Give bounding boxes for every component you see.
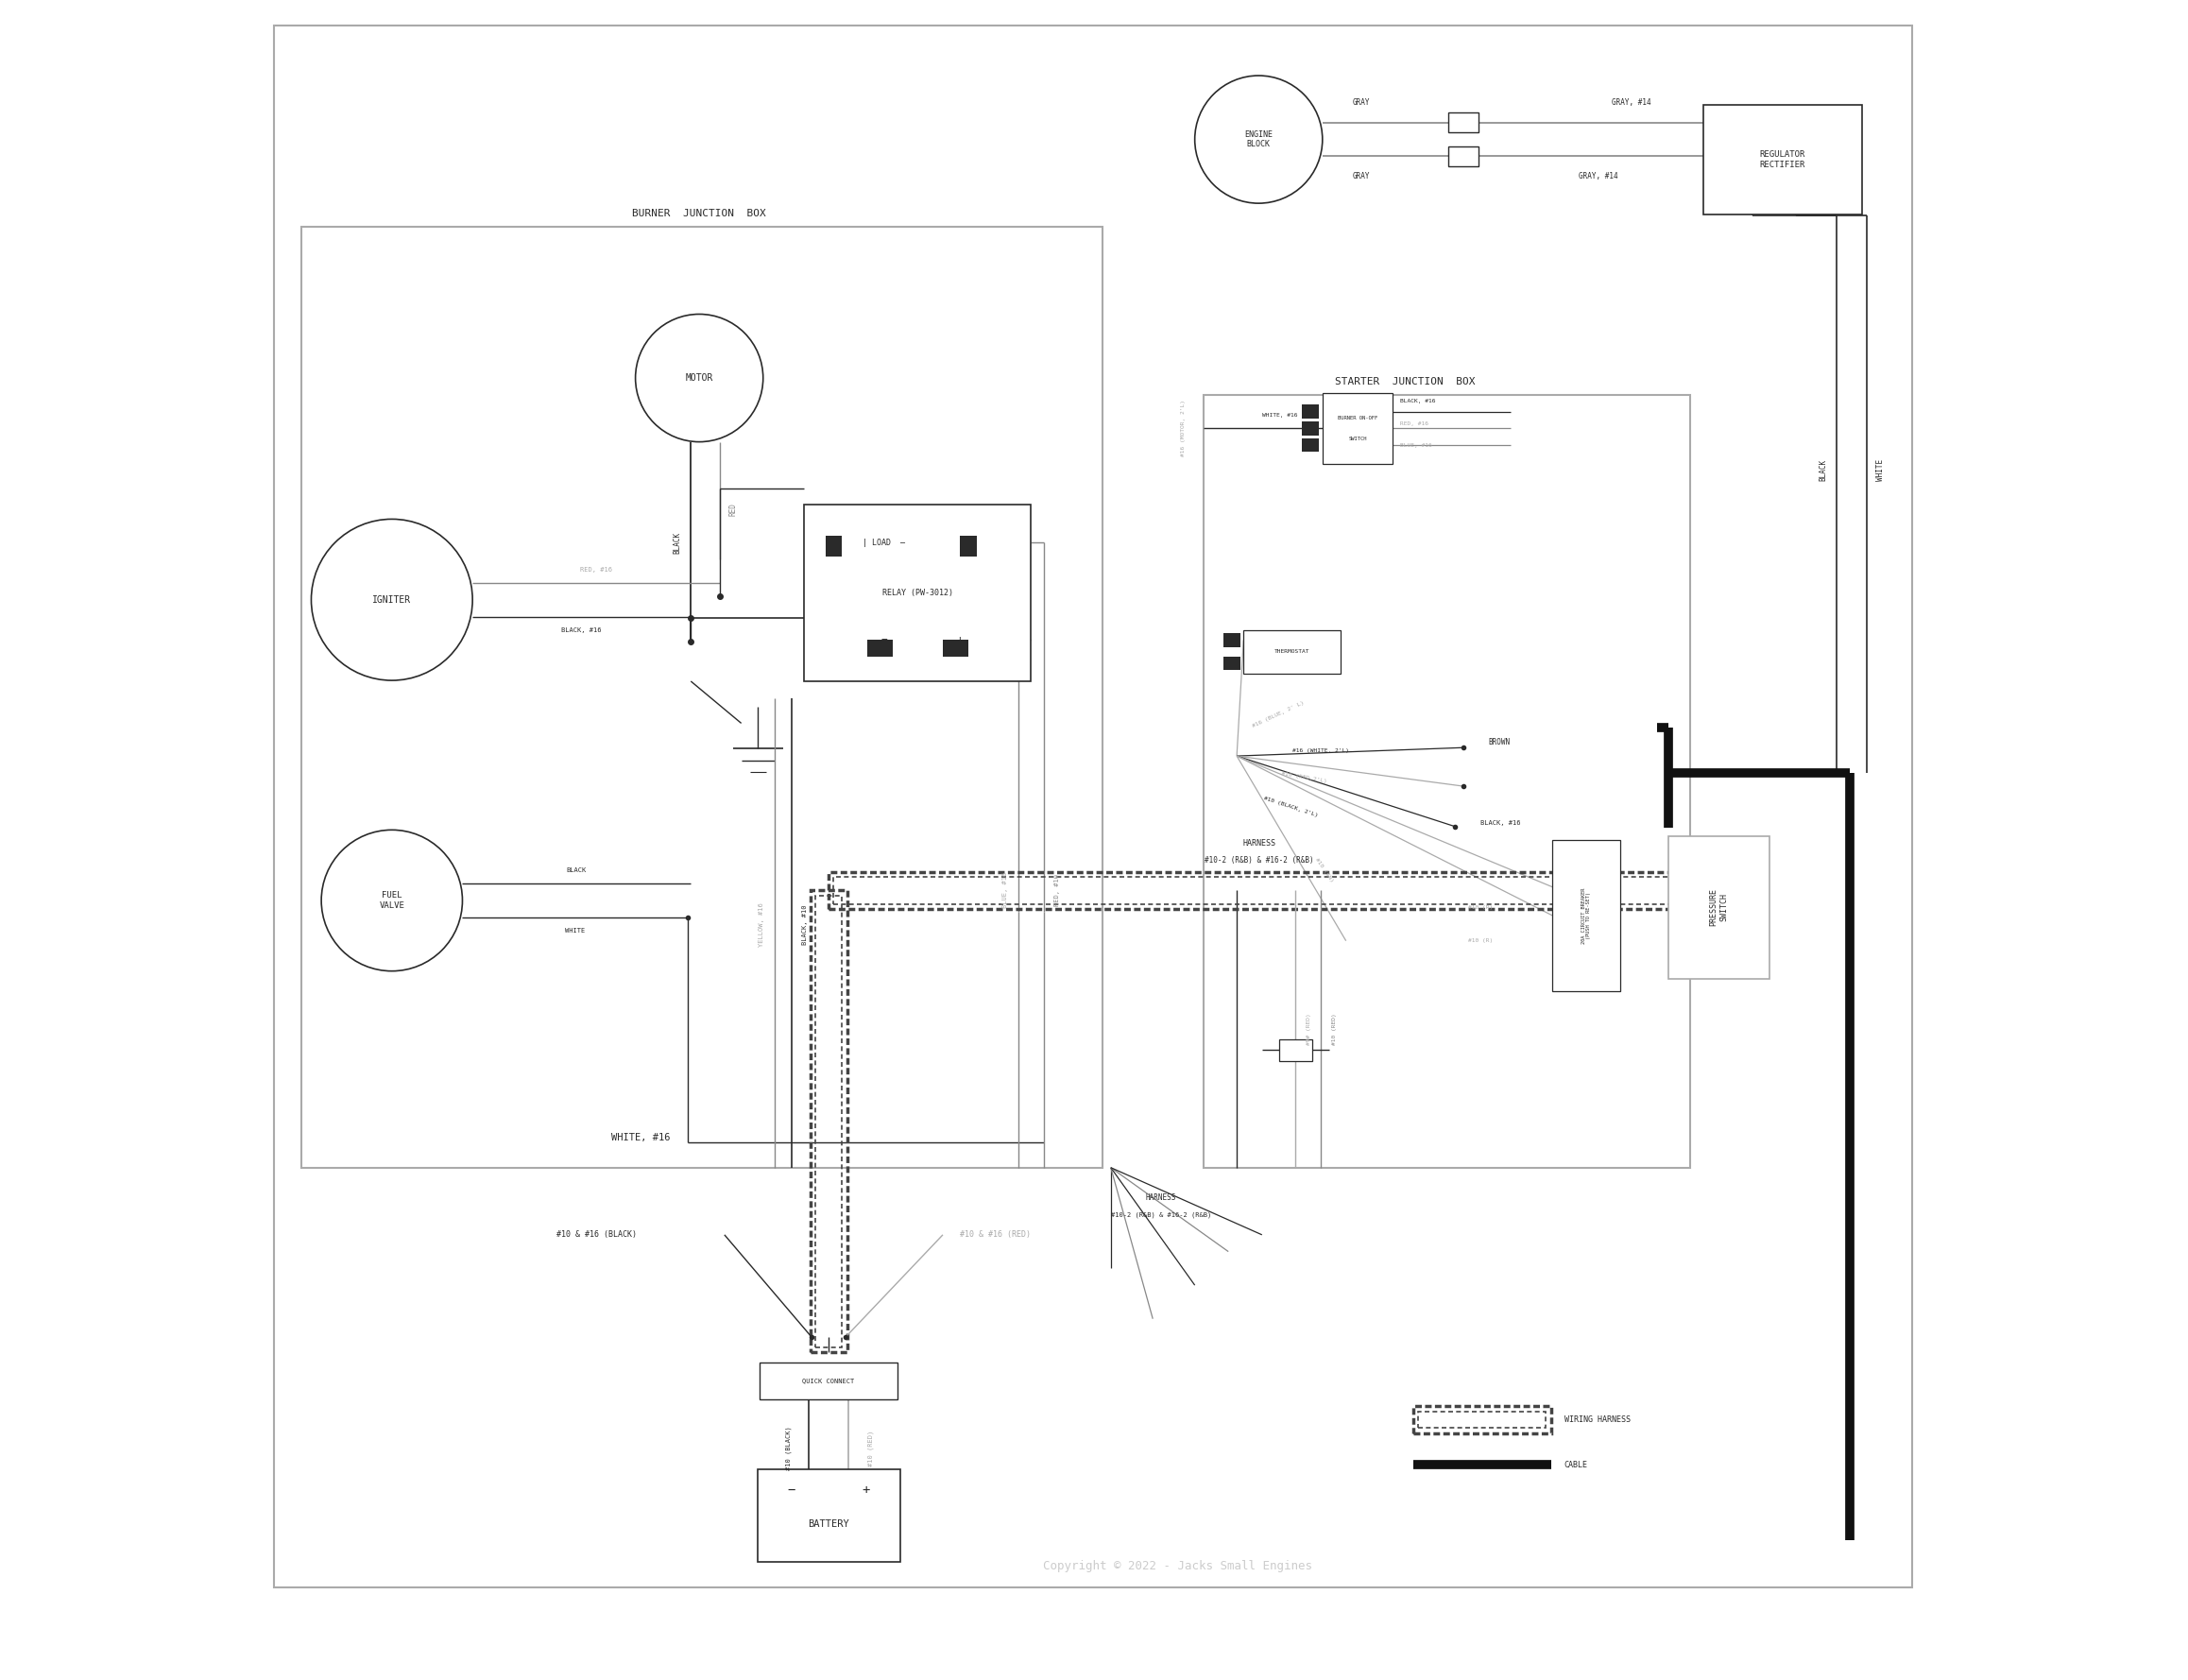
Bar <box>866 640 893 657</box>
Text: −: − <box>788 1483 796 1497</box>
Text: GRAY: GRAY <box>1352 171 1370 181</box>
Bar <box>1223 633 1241 647</box>
Text: HARNESS: HARNESS <box>1147 1193 1177 1203</box>
Bar <box>829 872 1691 909</box>
Text: BLACK, #16: BLACK, #16 <box>1400 400 1435 403</box>
Text: +: + <box>956 635 963 645</box>
Text: IGNITER: IGNITER <box>372 595 411 605</box>
Text: #10 (RED): #10 (RED) <box>866 1430 873 1467</box>
Text: STARTER  JUNCTION  BOX: STARTER JUNCTION BOX <box>1335 376 1475 386</box>
Bar <box>961 536 976 556</box>
Text: WIRING HARNESS: WIRING HARNESS <box>1564 1415 1630 1425</box>
Bar <box>1243 630 1341 674</box>
Bar <box>816 895 842 1347</box>
Text: RELAY (PW-3012): RELAY (PW-3012) <box>882 588 954 598</box>
Bar <box>1413 1406 1551 1433</box>
Text: BROWN: BROWN <box>1488 738 1510 748</box>
Text: #10 & #16 (RED): #10 & #16 (RED) <box>961 1230 1031 1240</box>
Text: BLUE, #16: BLUE, #16 <box>1400 444 1431 447</box>
Text: WHITE, #16: WHITE, #16 <box>1262 413 1297 417</box>
Text: #10 (BLACK): #10 (BLACK) <box>785 1426 792 1470</box>
Bar <box>759 1362 897 1399</box>
Text: MOTOR: MOTOR <box>685 373 713 383</box>
Text: #10 (GN): #10 (GN) <box>1315 857 1335 884</box>
Text: | LOAD  —: | LOAD — <box>862 538 906 548</box>
Text: BLACK, #16: BLACK, #16 <box>1481 820 1521 827</box>
Text: WHITE: WHITE <box>565 927 584 934</box>
Bar <box>1669 835 1770 978</box>
Text: #9# (RED): #9# (RED) <box>1306 1013 1311 1045</box>
Text: BLACK, #10: BLACK, #10 <box>803 904 807 944</box>
Text: YELLOW, #16: YELLOW, #16 <box>759 902 764 946</box>
Text: #10 (RED): #10 (RED) <box>1332 1013 1337 1045</box>
Bar <box>1223 657 1241 670</box>
Bar <box>1553 840 1619 991</box>
Text: RED: RED <box>729 502 737 516</box>
Bar <box>1448 113 1479 133</box>
Text: BLUE, #16: BLUE, #16 <box>1002 872 1009 909</box>
Text: #10 (R): #10 (R) <box>1468 906 1492 909</box>
Bar <box>805 506 1031 682</box>
Text: BLACK: BLACK <box>567 867 586 874</box>
Text: BLACK, #16: BLACK, #16 <box>562 627 602 633</box>
Text: THERMOSTAT: THERMOSTAT <box>1273 650 1311 654</box>
Bar <box>1302 438 1319 452</box>
Text: BLACK: BLACK <box>1818 459 1827 482</box>
Text: CABLE: CABLE <box>1564 1460 1588 1470</box>
Text: BATTERY: BATTERY <box>807 1519 849 1529</box>
Bar <box>810 890 847 1352</box>
Text: −: − <box>882 635 886 645</box>
Text: QUICK CONNECT: QUICK CONNECT <box>803 1378 856 1384</box>
Text: GRAY, #14: GRAY, #14 <box>1578 171 1617 181</box>
Text: #10 & #16 (BLACK): #10 & #16 (BLACK) <box>556 1230 637 1240</box>
Text: BURNER ON-OFF: BURNER ON-OFF <box>1337 417 1378 420</box>
Bar <box>943 640 967 657</box>
Bar <box>1302 405 1319 418</box>
Bar <box>1322 393 1394 464</box>
Text: #10 (BLACK, 2'L): #10 (BLACK, 2'L) <box>1262 795 1317 818</box>
Text: #16 (BLUE, 2' L): #16 (BLUE, 2' L) <box>1252 701 1306 727</box>
Text: WHITE: WHITE <box>1875 459 1884 482</box>
Text: BLACK: BLACK <box>674 531 683 554</box>
Text: #10-2 (R&B) & #16-2 (R&B): #10-2 (R&B) & #16-2 (R&B) <box>1112 1211 1212 1218</box>
Bar <box>1278 1038 1313 1062</box>
Text: #16 (WHITE, 2'L): #16 (WHITE, 2'L) <box>1293 749 1350 753</box>
Text: HARNESS: HARNESS <box>1243 838 1276 848</box>
Bar <box>1203 395 1691 1168</box>
Bar <box>825 536 842 556</box>
Text: 20A CIRCUIT BREAKER
(PUSH TO RE-SET): 20A CIRCUIT BREAKER (PUSH TO RE-SET) <box>1582 887 1591 944</box>
Text: GRAY, #14: GRAY, #14 <box>1613 97 1652 108</box>
Text: #10 (R): #10 (R) <box>1468 939 1492 942</box>
Text: #16 (MOTOR, 2'L): #16 (MOTOR, 2'L) <box>1182 400 1186 457</box>
Text: ENGINE
BLOCK: ENGINE BLOCK <box>1245 131 1273 148</box>
Text: Copyright © 2022 - Jacks Small Engines: Copyright © 2022 - Jacks Small Engines <box>1044 1559 1313 1572</box>
Text: GRAY: GRAY <box>1352 97 1370 108</box>
Text: BURNER  JUNCTION  BOX: BURNER JUNCTION BOX <box>632 208 766 218</box>
Text: FUEL
VALVE: FUEL VALVE <box>379 892 405 909</box>
Bar <box>302 227 1103 1168</box>
Text: REGULATOR
RECTIFIER: REGULATOR RECTIFIER <box>1759 151 1805 168</box>
Bar <box>1702 104 1862 215</box>
Text: +: + <box>862 1483 869 1497</box>
Text: RED, #16: RED, #16 <box>1400 422 1429 425</box>
Bar <box>1448 146 1479 166</box>
Text: RED, #10: RED, #10 <box>1055 874 1059 907</box>
Text: #10-2 (R&B) & #16-2 (R&B): #10-2 (R&B) & #16-2 (R&B) <box>1206 855 1315 865</box>
Text: #10 (RED,2'L): #10 (RED,2'L) <box>1280 771 1328 785</box>
Text: WHITE, #16: WHITE, #16 <box>610 1132 670 1142</box>
Text: PRESSURE
SWITCH: PRESSURE SWITCH <box>1709 889 1729 926</box>
Bar <box>1418 1411 1547 1428</box>
Text: RED, #16: RED, #16 <box>580 566 613 573</box>
Bar <box>1302 422 1319 435</box>
Bar <box>757 1468 899 1562</box>
Text: SWITCH: SWITCH <box>1348 437 1368 440</box>
Bar <box>834 877 1685 904</box>
